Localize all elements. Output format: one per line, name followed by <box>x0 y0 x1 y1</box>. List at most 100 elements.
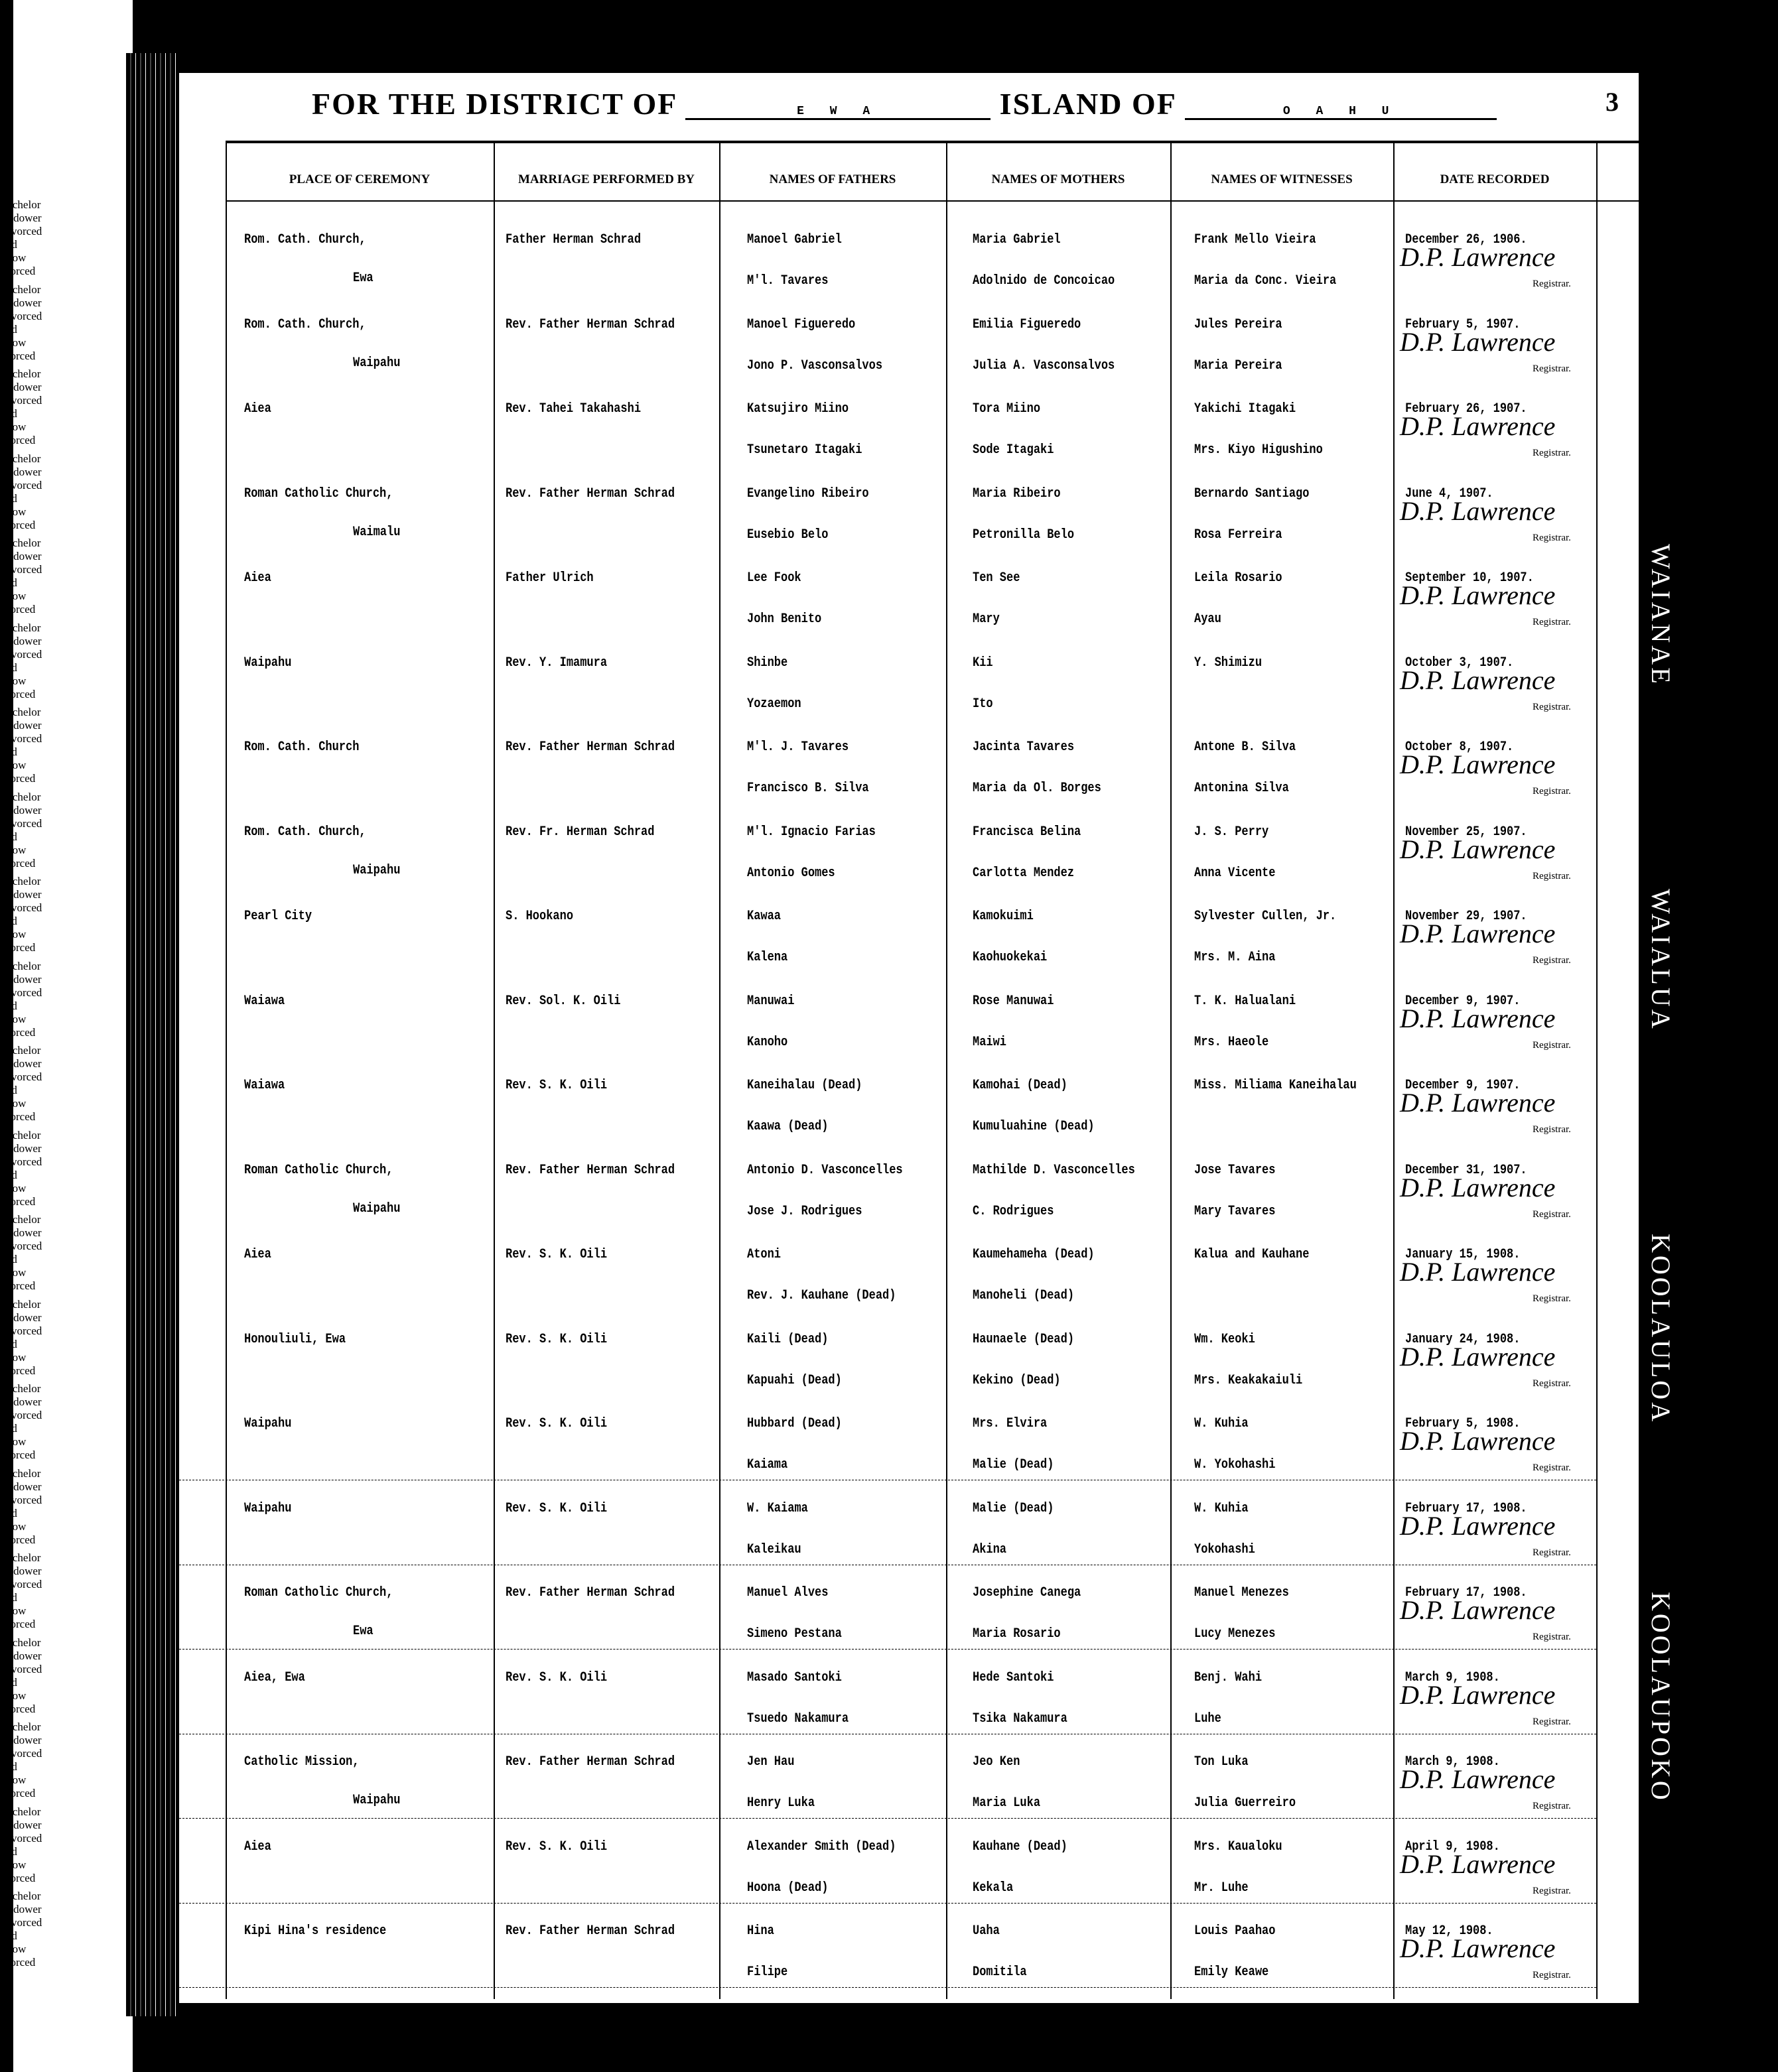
registrar-signature: D.P. Lawrence <box>1400 1257 1556 1287</box>
registrar-signature: D.P. Lawrence <box>1400 1933 1556 1963</box>
registrar-label: Registrar. <box>1533 786 1571 797</box>
witness-name: Leila Rosario <box>1194 570 1282 586</box>
registrar-signature: D.P. Lawrence <box>1400 495 1556 526</box>
mother-name: Mary <box>973 612 1000 627</box>
place-of-ceremony: Catholic Mission, <box>244 1754 360 1770</box>
father-name: Hubbard (Dead) <box>747 1416 842 1431</box>
place-of-ceremony: Honouliuli, Ewa <box>244 1331 346 1347</box>
margin-status-label: Divorced <box>0 1155 42 1167</box>
witness-name: Miss. Miliama Kaneihalau <box>1194 1078 1357 1093</box>
page-title: FOR THE DISTRICT OF E W A ISLAND OF O A … <box>312 86 1497 121</box>
margin-status-label: Divorced <box>0 265 36 277</box>
row-rule <box>179 1987 1596 1988</box>
father-name: Kaneihalau (Dead) <box>747 1078 862 1093</box>
witness-name: W. Kuhia <box>1194 1500 1249 1516</box>
witness-name: Louis Paahao <box>1194 1923 1276 1939</box>
mother-name: Maria da Ol. Borges <box>973 781 1101 796</box>
father-name: Simeno Pestana <box>747 1626 842 1642</box>
registrar-label: Registrar. <box>1533 701 1571 712</box>
mother-name: Kaohuokekai <box>973 950 1048 965</box>
father-name: Kaiama <box>747 1457 788 1472</box>
date-recorded: May 12, 1908. <box>1405 1923 1493 1939</box>
column-divider <box>719 142 720 1999</box>
performed-by: Rev. Father Herman Schrad <box>506 1754 675 1770</box>
row-rule <box>179 1818 1596 1819</box>
margin-status-label: Divorced <box>0 1872 36 1884</box>
margin-status-label: Widower <box>0 804 42 816</box>
margin-status-label: Widower <box>0 889 42 900</box>
date-recorded: December 26, 1906. <box>1405 232 1527 247</box>
margin-status-label: Bachelor <box>0 1721 41 1732</box>
witness-name: Antonina Silva <box>1194 781 1289 796</box>
father-name: Manuel Alves <box>747 1585 829 1600</box>
column-divider <box>1170 142 1172 1999</box>
father-name: Atoni <box>747 1247 782 1262</box>
margin-status-label: Divorced <box>0 479 42 491</box>
margin-status-label: Widow <box>0 1858 27 1870</box>
margin-status-label: Widow <box>0 1943 27 1955</box>
margin-status-label: Bachelor <box>0 1298 41 1310</box>
place-of-ceremony: Aiea <box>244 1839 271 1854</box>
place-of-ceremony: Aiea <box>244 401 271 417</box>
margin-status-label: Widower <box>0 550 42 562</box>
father-name: Kanoho <box>747 1034 788 1050</box>
date-recorded: April 9, 1908. <box>1405 1839 1500 1854</box>
place-of-ceremony-locality: Waipahu <box>353 1200 401 1216</box>
margin-status-label: Divorced <box>0 1533 36 1545</box>
father-name: Tsunetaro Itagaki <box>747 442 862 458</box>
margin-status-label: Divorced <box>0 1325 42 1336</box>
father-name: Manoel Figueredo <box>747 316 856 332</box>
margin-status-label: Divorced <box>0 564 42 575</box>
margin-status-label: Divorced <box>0 1787 36 1799</box>
witness-name: Sylvester Cullen, Jr. <box>1194 909 1337 924</box>
registrar-label: Registrar. <box>1533 448 1571 458</box>
margin-status-label: Bachelor <box>0 452 41 464</box>
place-of-ceremony: Rom. Cath. Church, <box>244 232 366 247</box>
mother-name: Petronilla Belo <box>973 527 1075 543</box>
witness-name: Bernardo Santiago <box>1194 486 1310 501</box>
margin-status-label: Widow <box>0 1351 27 1363</box>
father-name: Filipe <box>747 1965 788 1980</box>
mother-name: C. Rodrigues <box>973 1203 1054 1219</box>
registrar-signature: D.P. Lawrence <box>1400 1003 1556 1033</box>
performed-by: Rev. Father Herman Schrad <box>506 1923 675 1939</box>
mother-name: Julia A. Vasconsalvos <box>973 357 1115 373</box>
witness-name: Mrs. Kiyo Higushino <box>1194 442 1323 458</box>
performed-by: Rev. Father Herman Schrad <box>506 740 675 755</box>
margin-status-label: Bachelor <box>0 368 41 379</box>
mother-name: Ten See <box>973 570 1020 586</box>
margin-status-label: Divorced <box>0 1748 42 1759</box>
mother-name: Maria Ribeiro <box>973 486 1061 501</box>
margin-status-label: Maid <box>0 1338 17 1350</box>
margin-status-label: Widow <box>0 1436 27 1447</box>
registrar-label: Registrar. <box>1533 955 1571 966</box>
witness-name: Benj. Wahi <box>1194 1669 1263 1685</box>
column-header: NAMES OF MOTHERS <box>991 172 1125 186</box>
margin-status-label: Widow <box>0 505 27 517</box>
witness-name: Ton Luka <box>1194 1754 1249 1770</box>
father-name: Manoel Gabriel <box>747 232 842 247</box>
witness-name: T. K. Halualani <box>1194 993 1296 1009</box>
father-name: M'l. Ignacio Farias <box>747 824 876 840</box>
margin-status-label: Widower <box>0 212 42 224</box>
father-name: Kalena <box>747 950 788 965</box>
witness-name: Maria Pereira <box>1194 357 1282 373</box>
mother-name: Kekino (Dead) <box>973 1372 1061 1388</box>
father-name: Kapuahi (Dead) <box>747 1372 842 1388</box>
date-recorded: October 3, 1907. <box>1405 655 1514 671</box>
witness-name: Maria da Conc. Vieira <box>1194 273 1337 289</box>
place-of-ceremony: Roman Catholic Church, <box>244 486 393 501</box>
mother-name: Kauhane (Dead) <box>973 1839 1067 1854</box>
registrar-signature: D.P. Lawrence <box>1400 411 1556 441</box>
row-rule <box>179 1564 1596 1566</box>
mother-name: Akina <box>973 1541 1007 1557</box>
margin-status-label: Bachelor <box>0 1383 41 1394</box>
column-divider <box>1393 142 1395 1999</box>
place-of-ceremony-locality: Waipahu <box>353 1793 401 1808</box>
mother-name: Josephine Canega <box>973 1585 1081 1600</box>
margin-status-label: Maid <box>0 1507 17 1519</box>
witness-name: Mrs. Keakakaiuli <box>1194 1372 1303 1388</box>
margin-status-label: Divorced <box>0 1832 42 1844</box>
margin-status-label: Bachelor <box>0 1214 41 1225</box>
margin-status-label: Maid <box>0 1930 17 1941</box>
